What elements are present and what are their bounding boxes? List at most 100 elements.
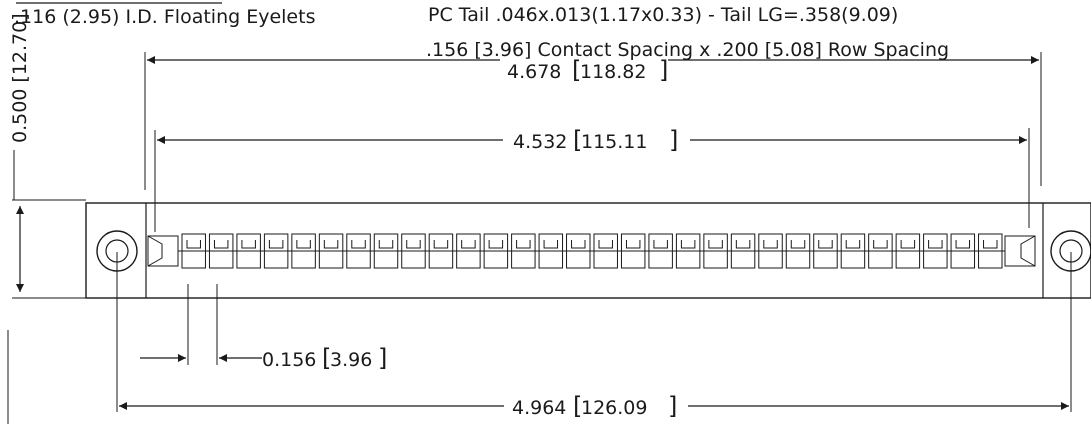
svg-text:]: ]	[669, 126, 678, 154]
svg-text:]: ]	[659, 56, 668, 84]
contact-pad-top	[566, 233, 591, 251]
pitch-dimension: 0.156 [ 3.96 ]	[140, 344, 387, 372]
contact-tab	[653, 240, 668, 249]
contact-pad-top	[593, 233, 618, 251]
contact-pad-bottom	[511, 251, 536, 269]
contact-pad-top	[730, 233, 756, 251]
height-dimension: 0.500 [12.70]	[7, 13, 86, 424]
contact-tab	[461, 240, 476, 249]
contact-pad-top	[428, 233, 454, 251]
contact-pad-bottom	[785, 251, 811, 269]
contact-tab	[323, 240, 339, 249]
contact-pad-bottom	[758, 251, 783, 269]
contact-pad-bottom	[181, 251, 206, 269]
contact-pad-bottom	[923, 251, 948, 269]
svg-text:[: [	[322, 344, 331, 372]
contact-pad-bottom	[483, 251, 509, 269]
pitch-label: 0.156	[262, 349, 316, 371]
inner-span-mm: 115.11	[581, 131, 647, 153]
outer-span-label: 4.678	[507, 61, 561, 83]
contact-pad-bottom	[263, 251, 289, 269]
contact-pad-top	[978, 233, 1003, 251]
contact-pad-top	[538, 233, 564, 251]
contact-tab	[928, 240, 943, 249]
contact-pad-top	[620, 233, 646, 251]
contact-pad-top	[758, 233, 783, 251]
contact-tab	[845, 240, 861, 249]
contact-tab	[818, 240, 833, 249]
contact-pad-top	[840, 233, 866, 251]
contact-pad-top	[483, 233, 509, 251]
contact-pad-top	[181, 233, 206, 251]
contact-pad-top	[703, 233, 728, 251]
contact-tab	[351, 240, 366, 249]
svg-text:[: [	[572, 56, 581, 84]
overall-mm: 126.09	[581, 397, 647, 419]
contact-pad-bottom	[895, 251, 921, 269]
contact-pad-bottom	[428, 251, 454, 269]
eyelets-note: .116 (2.95) I.D. Floating Eyelets	[14, 6, 316, 28]
contact-tab	[433, 240, 449, 249]
inner-span-dimension: 4.532 [ 115.11 ]	[157, 126, 1027, 154]
svg-text:]: ]	[378, 344, 387, 372]
contact-array	[181, 233, 1003, 269]
contact-tab	[543, 240, 559, 249]
pc-tail-note: PC Tail .046x.013(1.17x0.33) - Tail LG=.…	[428, 4, 899, 26]
contact-pad-bottom	[703, 251, 728, 269]
contact-pad-bottom	[840, 251, 866, 269]
contact-pad-top	[868, 233, 893, 251]
contact-pad-bottom	[648, 251, 673, 269]
contact-tab	[790, 240, 806, 249]
contact-pad-bottom	[538, 251, 564, 269]
contact-pad-top	[675, 233, 701, 251]
svg-text:[: [	[573, 392, 582, 420]
contact-tab	[708, 240, 723, 249]
contact-pad-bottom	[208, 251, 234, 269]
contact-pad-bottom	[593, 251, 618, 269]
contact-pad-top	[895, 233, 921, 251]
contact-tab	[873, 240, 888, 249]
contact-tab	[625, 240, 641, 249]
contact-pad-top	[318, 233, 344, 251]
contact-pad-bottom	[868, 251, 893, 269]
contact-pad-top	[648, 233, 673, 251]
contact-pad-top	[813, 233, 838, 251]
contact-pad-top	[785, 233, 811, 251]
contact-pad-top	[401, 233, 426, 251]
contact-tab	[268, 240, 284, 249]
contact-tab	[900, 240, 916, 249]
contact-tab	[186, 240, 201, 249]
contact-pad-top	[950, 233, 976, 251]
overall-dimension: 4.964 [ 126.09 ]	[119, 392, 1069, 420]
contact-tab	[680, 240, 696, 249]
contact-pad-bottom	[620, 251, 646, 269]
contact-pad-top	[373, 233, 399, 251]
contact-pad-bottom	[318, 251, 344, 269]
contact-pad-top	[236, 233, 261, 251]
contact-pad-top	[511, 233, 536, 251]
contact-tab	[516, 240, 531, 249]
contact-pad-bottom	[456, 251, 481, 269]
overall-label: 4.964	[512, 397, 566, 419]
contact-tab	[598, 240, 613, 249]
contact-pad-bottom	[978, 251, 1003, 269]
svg-text:]: ]	[668, 392, 677, 420]
left-eyelet	[96, 230, 138, 272]
contact-tab	[296, 240, 311, 249]
connector-body	[85, 202, 1091, 299]
contact-pad-bottom	[373, 251, 399, 269]
contact-pad-top	[346, 233, 371, 251]
contact-pad-bottom	[566, 251, 591, 269]
contact-pad-bottom	[675, 251, 701, 269]
outer-span-dimension: 4.678 [ 118.82 ]	[147, 56, 1039, 84]
contact-pad-bottom	[950, 251, 976, 269]
contact-tab	[406, 240, 421, 249]
contact-tab	[378, 240, 394, 249]
contact-pad-bottom	[730, 251, 756, 269]
contact-pad-top	[291, 233, 316, 251]
outer-span-mm: 118.82	[580, 61, 646, 83]
contact-tab	[571, 240, 586, 249]
contact-tab	[955, 240, 971, 249]
contact-pad-bottom	[236, 251, 261, 269]
